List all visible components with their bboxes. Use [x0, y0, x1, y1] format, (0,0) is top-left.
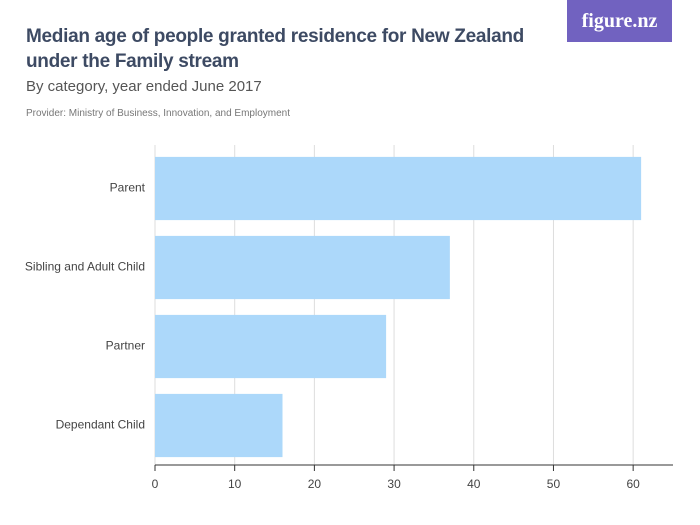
y-tick-label: Parent	[110, 181, 146, 195]
bar	[155, 393, 283, 458]
x-tick-label: 30	[387, 477, 401, 491]
x-tick-label: 50	[547, 477, 561, 491]
x-tick-label: 10	[228, 477, 242, 491]
x-tick-label: 0	[152, 477, 159, 491]
y-tick-label: Sibling and Adult Child	[25, 260, 145, 274]
bar	[155, 314, 387, 379]
bar	[155, 235, 450, 300]
x-tick-label: 60	[626, 477, 640, 491]
logo[interactable]: figure.nz	[567, 0, 672, 42]
y-tick-label: Dependant Child	[56, 418, 145, 432]
x-tick-label: 20	[308, 477, 322, 491]
bar	[155, 156, 642, 221]
y-tick-label: Partner	[106, 339, 145, 353]
chart-subtitle: By category, year ended June 2017	[26, 78, 262, 95]
x-tick-label: 40	[467, 477, 481, 491]
chart-title: Median age of people granted residence f…	[26, 26, 524, 72]
provider: Provider: Ministry of Business, Innovati…	[26, 108, 291, 119]
